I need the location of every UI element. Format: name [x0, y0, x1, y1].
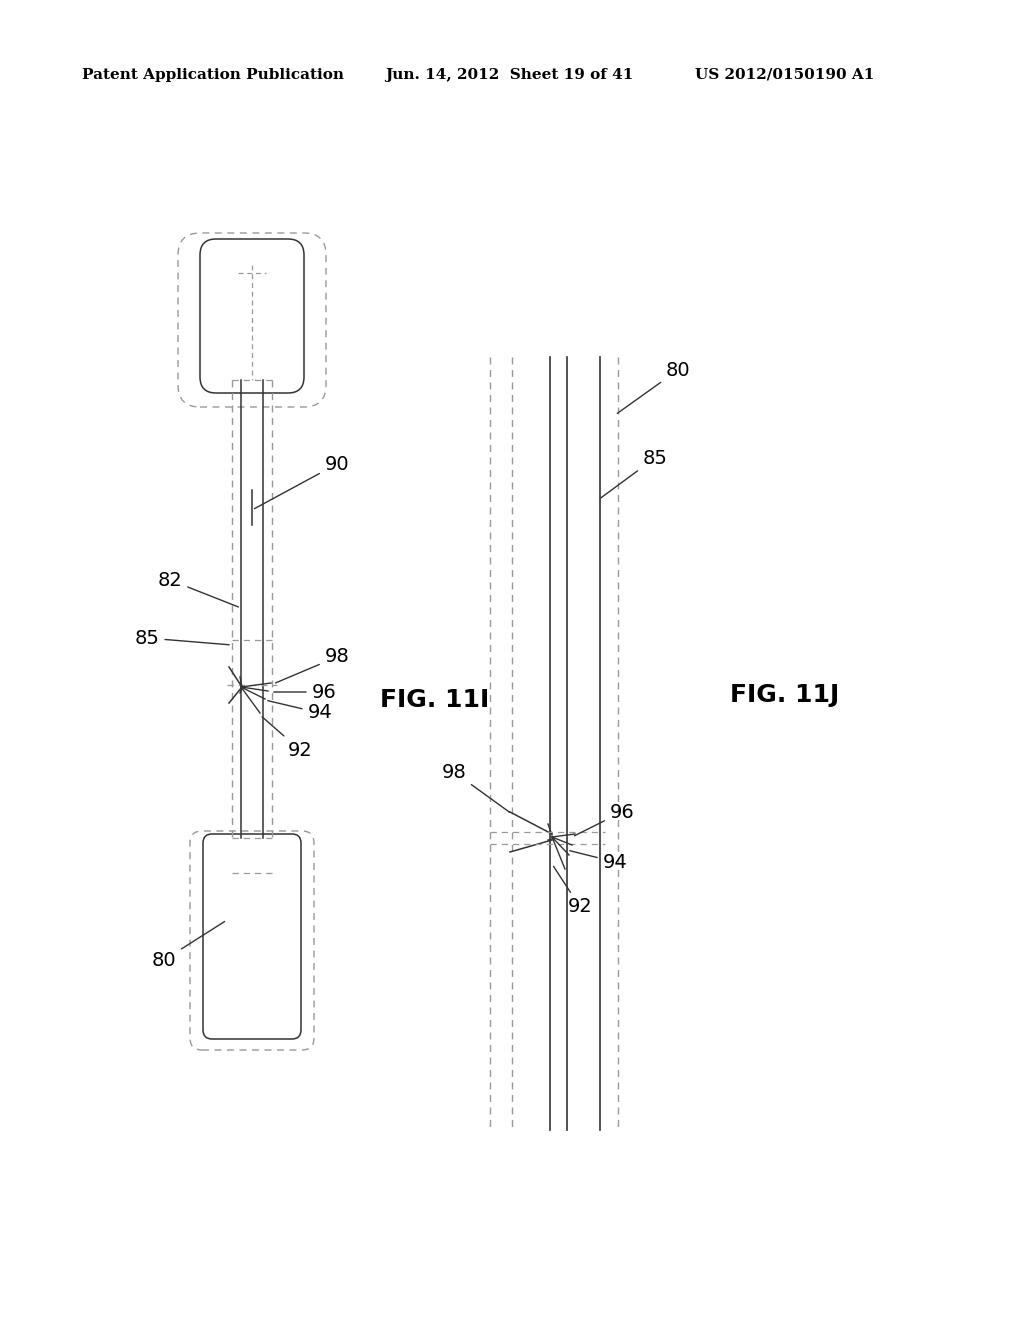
Text: 80: 80 [617, 360, 690, 413]
Text: Jun. 14, 2012  Sheet 19 of 41: Jun. 14, 2012 Sheet 19 of 41 [385, 69, 634, 82]
Text: 85: 85 [134, 628, 229, 648]
Text: 96: 96 [574, 803, 635, 836]
Text: 98: 98 [441, 763, 510, 812]
Text: 94: 94 [569, 850, 628, 871]
Text: 85: 85 [600, 449, 668, 499]
Text: 92: 92 [554, 866, 592, 916]
Text: FIG. 11I: FIG. 11I [380, 688, 489, 711]
Text: 94: 94 [267, 701, 333, 722]
Text: Patent Application Publication: Patent Application Publication [82, 69, 344, 82]
Text: 98: 98 [275, 648, 349, 682]
Text: 92: 92 [262, 717, 312, 759]
Text: FIG. 11J: FIG. 11J [730, 682, 840, 708]
Text: US 2012/0150190 A1: US 2012/0150190 A1 [695, 69, 874, 82]
Text: 96: 96 [273, 682, 336, 701]
Text: 90: 90 [254, 454, 349, 508]
Text: 82: 82 [158, 570, 239, 607]
Text: 80: 80 [152, 921, 224, 969]
